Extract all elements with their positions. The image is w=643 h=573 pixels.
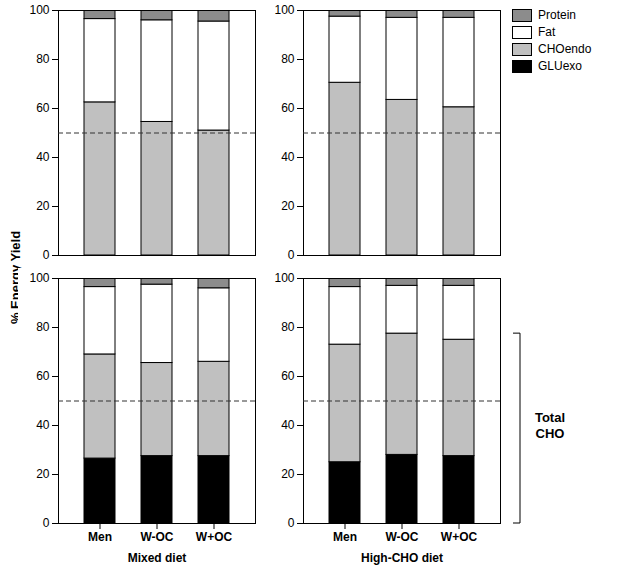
html-text:GLUexo: GLUexo: [538, 59, 582, 73]
svg-text:60: 60: [36, 101, 50, 115]
svg-text:0: 0: [43, 248, 50, 262]
svg-text:TotalCHO: TotalCHO: [535, 410, 565, 441]
svg-text:0: 0: [43, 516, 50, 530]
svg-text:80: 80: [281, 320, 295, 334]
svg-text:40: 40: [36, 150, 50, 164]
svg-text:W+OC: W+OC: [196, 530, 233, 544]
svg-text:0: 0: [288, 248, 295, 262]
svg-text:High-CHO diet: High-CHO diet: [361, 551, 443, 565]
svg-text:100: 100: [29, 271, 49, 285]
svg-text:20: 20: [281, 199, 295, 213]
html-text:Fat: Fat: [538, 25, 556, 39]
svg-text:0: 0: [288, 516, 295, 530]
svg-text:W-OC: W-OC: [140, 530, 173, 544]
svg-text:60: 60: [281, 101, 295, 115]
svg-text:80: 80: [36, 320, 50, 334]
svg-text:100: 100: [274, 3, 294, 17]
svg-text:20: 20: [36, 467, 50, 481]
svg-text:W+OC: W+OC: [441, 530, 478, 544]
svg-text:W-OC: W-OC: [385, 530, 418, 544]
html-text:CHOendo: CHOendo: [538, 42, 592, 56]
html-text:% Energy Yield: % Energy Yield: [7, 230, 23, 325]
svg-text:40: 40: [281, 150, 295, 164]
html-text:Protein: Protein: [538, 8, 576, 22]
svg-text:80: 80: [36, 52, 50, 66]
svg-text:40: 40: [36, 418, 50, 432]
svg-text:100: 100: [274, 271, 294, 285]
svg-text:60: 60: [281, 369, 295, 383]
svg-text:Mixed diet: Mixed diet: [128, 551, 187, 565]
svg-text:Men: Men: [88, 530, 112, 544]
svg-text:80: 80: [281, 52, 295, 66]
svg-text:20: 20: [281, 467, 295, 481]
svg-text:40: 40: [281, 418, 295, 432]
svg-text:Men: Men: [333, 530, 357, 544]
svg-text:100: 100: [29, 3, 49, 17]
svg-text:60: 60: [36, 369, 50, 383]
svg-text:20: 20: [36, 199, 50, 213]
